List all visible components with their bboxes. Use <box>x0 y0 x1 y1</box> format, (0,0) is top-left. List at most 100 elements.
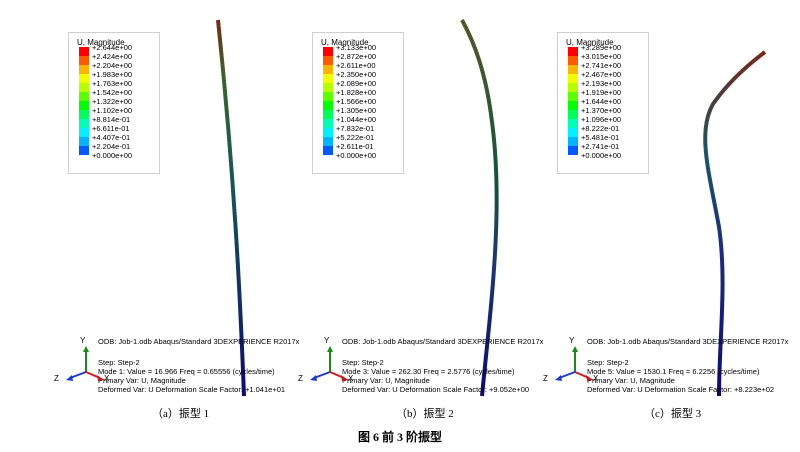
legend-value: +2.644e+00 <box>92 43 133 52</box>
triad-z-label: Z <box>54 374 59 383</box>
legend-swatch <box>323 83 333 92</box>
legend-value: +2.424e+00 <box>92 52 133 61</box>
legend-value: +1.322e+00 <box>92 97 133 106</box>
legend-value: +1.828e+00 <box>336 88 377 97</box>
odb-line: ODB: Job-1.odb Abaqus/Standard 3DEXPERIE… <box>342 337 544 346</box>
legend-value: +2.204e-01 <box>92 142 131 151</box>
legend-value: +3.289e+00 <box>581 43 622 52</box>
legend-swatch <box>323 101 333 110</box>
legend-value: +1.566e+00 <box>336 97 377 106</box>
legend-swatch <box>568 101 578 110</box>
legend-value: +0.000e+00 <box>336 151 377 160</box>
legend-value: +1.370e+00 <box>581 106 622 115</box>
axis-triad-icon <box>66 346 104 381</box>
legend-value: +0.000e+00 <box>92 151 133 160</box>
legend-swatch <box>568 47 578 56</box>
legend-value: +2.741e-01 <box>581 142 620 151</box>
legend-value: +2.204e+00 <box>92 61 133 70</box>
legend-swatch <box>79 92 89 101</box>
legend-value: +2.089e+00 <box>336 79 377 88</box>
legend-value: +3.133e+00 <box>336 43 377 52</box>
figure-title: 图 6 前 3 阶振型 <box>357 430 442 444</box>
legend-value: +2.611e-01 <box>336 142 374 151</box>
legend-swatch <box>79 146 89 155</box>
caption-mode-1: （a）振型 1 <box>152 408 210 420</box>
triad-x-label: X <box>104 374 110 383</box>
primary-var-line: Primary Var: U, Magnitude <box>342 376 430 385</box>
legend-value: +1.542e+00 <box>92 88 133 97</box>
legend-value: +2.872e+00 <box>336 52 377 61</box>
axis-triad-icon <box>310 346 348 381</box>
legend-swatch <box>323 146 333 155</box>
legend-value: +5.222e-01 <box>336 133 375 142</box>
legend-value: +1.644e+00 <box>581 97 622 106</box>
legend-swatch <box>568 128 578 137</box>
legend-swatch <box>323 110 333 119</box>
legend-swatch <box>79 83 89 92</box>
legend-box: U, Magnitude +2.644e+00 +2.424e+00 +2.20… <box>68 32 160 174</box>
legend-value: +8.222e-01 <box>581 124 620 133</box>
legend-swatch <box>323 47 333 56</box>
mode-line: Mode 5: Value = 1530.1 Freq = 6.2256 (cy… <box>587 367 760 376</box>
legend-swatch <box>323 137 333 146</box>
mode-shape-panel-1: U, Magnitude +2.644e+00 +2.424e+00 +2.20… <box>58 12 303 402</box>
legend-value: +1.044e+00 <box>336 115 377 124</box>
legend-value: +4.407e-01 <box>92 133 131 142</box>
legend-title: U, Magnitude <box>77 38 125 47</box>
triad-x-label: X <box>593 374 599 383</box>
legend-swatch <box>568 137 578 146</box>
legend-value: +1.305e+00 <box>336 106 377 115</box>
triad-y-label: Y <box>324 336 330 345</box>
legend-swatch <box>568 83 578 92</box>
legend-value: +5.481e-01 <box>581 133 620 142</box>
legend-value: +2.467e+00 <box>581 70 622 79</box>
legend-swatch <box>79 110 89 119</box>
axis-triad-icon <box>555 346 593 381</box>
legend-swatch <box>323 65 333 74</box>
legend-value: +1.096e+00 <box>581 115 622 124</box>
legend-swatch <box>79 47 89 56</box>
triad-y-label: Y <box>569 336 575 345</box>
deformed-var-line: Deformed Var: U Deformation Scale Factor… <box>587 385 775 394</box>
beam-mode-shape-3 <box>703 50 767 397</box>
legend-value: +2.741e+00 <box>581 61 622 70</box>
beam-mode-shape-1 <box>216 19 246 397</box>
legend-value: +6.611e-01 <box>92 124 130 133</box>
legend-value: +1.763e+00 <box>92 79 133 88</box>
mode-shape-panel-3: U, Magnitude +3.289e+00 +3.015e+00 +2.74… <box>547 12 792 402</box>
legend-box: U, Magnitude +3.133e+00 +2.872e+00 +2.61… <box>312 32 404 174</box>
triad-z-label: Z <box>543 374 548 383</box>
beam-mode-shape-2 <box>460 19 499 397</box>
mode-shape-panel-2: U, Magnitude +3.133e+00 +2.872e+00 +2.61… <box>302 12 547 402</box>
legend-swatch <box>79 119 89 128</box>
triad-z-label: Z <box>298 374 303 383</box>
legend-value: +1.919e+00 <box>581 88 622 97</box>
legend-swatch <box>323 128 333 137</box>
legend-swatch <box>79 74 89 83</box>
caption-mode-2: （b）振型 2 <box>396 408 454 420</box>
legend-swatch <box>568 56 578 65</box>
primary-var-line: Primary Var: U, Magnitude <box>587 376 675 385</box>
legend-value: +8.814e-01 <box>92 115 131 124</box>
legend-value: +1.102e+00 <box>92 106 133 115</box>
triad-x-label: X <box>348 374 354 383</box>
legend-swatch <box>568 119 578 128</box>
caption-mode-3: （c）振型 3 <box>644 408 702 420</box>
legend-title: U, Magnitude <box>566 38 614 47</box>
legend-swatch <box>323 119 333 128</box>
legend-title: U, Magnitude <box>321 38 369 47</box>
triad-y-label: Y <box>80 336 86 345</box>
legend-value: +2.350e+00 <box>336 70 377 79</box>
legend-value: +2.193e+00 <box>581 79 622 88</box>
legend-value: +0.000e+00 <box>581 151 622 160</box>
legend-swatch <box>79 128 89 137</box>
legend-value: +2.611e+00 <box>336 61 376 70</box>
legend-swatch <box>568 65 578 74</box>
primary-var-line: Primary Var: U, Magnitude <box>98 376 186 385</box>
legend-swatch <box>323 92 333 101</box>
mode-line: Mode 1: Value = 16.966 Freq = 0.65556 (c… <box>98 367 275 376</box>
legend-swatch <box>79 137 89 146</box>
legend-swatch <box>568 146 578 155</box>
deformed-var-line: Deformed Var: U Deformation Scale Factor… <box>342 385 530 394</box>
legend-swatch <box>568 74 578 83</box>
